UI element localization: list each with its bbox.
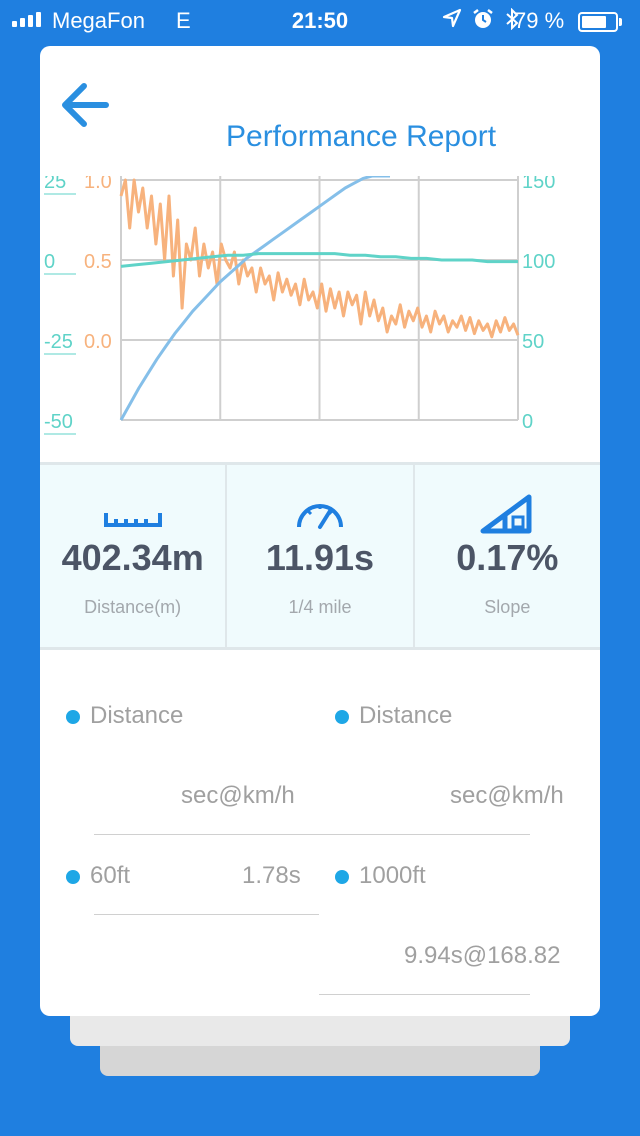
status-time: 21:50 — [291, 8, 349, 33]
left-inner-tick-label: 1.0 — [84, 176, 112, 193]
left-outer-tick-label: -50 — [44, 411, 73, 433]
carrier-name: MegaFon — [52, 8, 145, 33]
status-bar: MegaFon E 21:50 79 % — [0, 0, 640, 42]
splits-table: Distance Distance sec@km/h sec@km/h 60ft… — [40, 646, 600, 1016]
left-outer-tick-label: -25 — [44, 331, 73, 353]
alarm-icon — [473, 9, 493, 28]
split-label-1000ft: 1000ft — [359, 862, 426, 889]
stat-value: 0.17% — [456, 537, 559, 578]
arrow-left-icon — [62, 83, 109, 127]
battery-percentage: 79 % — [514, 8, 565, 33]
back-button[interactable] — [60, 80, 114, 130]
chart-tick-labels: 25 0 -25 -50 1.0 0.5 0.0 150 100 50 0 — [44, 176, 555, 435]
right-tick-label: 150 — [522, 176, 555, 193]
left-outer-tick-label: 0 — [44, 251, 55, 273]
slope-icon — [480, 494, 532, 534]
divider — [94, 914, 319, 915]
series-line-blue — [119, 176, 390, 421]
signal-strength-icon — [12, 12, 41, 27]
bullet-dot — [335, 870, 349, 884]
stat-value: 11.91s — [265, 537, 375, 578]
chart-series — [119, 176, 520, 421]
location-icon — [442, 8, 462, 28]
page-title: Performance Report — [226, 120, 497, 153]
split-value-60ft: 1.78s — [242, 862, 301, 889]
speedometer-icon — [296, 504, 343, 529]
right-tick-label: 100 — [522, 251, 555, 273]
series-line-teal — [120, 252, 518, 268]
left-unit-label: sec@km/h — [181, 782, 295, 809]
split-label-60ft: 60ft — [90, 862, 131, 889]
battery-icon — [578, 12, 622, 32]
ruler-icon — [103, 513, 162, 527]
right-tick-label: 0 — [522, 411, 533, 433]
bullet-dot — [66, 870, 80, 884]
right-column-header: Distance — [359, 702, 453, 729]
right-unit-label: sec@km/h — [450, 782, 564, 809]
left-inner-tick-label: 0.0 — [84, 331, 112, 353]
divider — [94, 834, 530, 835]
bluetooth-icon — [506, 8, 519, 30]
stat-label: Slope — [484, 597, 531, 617]
left-column-header: Distance — [90, 702, 184, 729]
split-value-1000ft: 9.94s@168.82 — [404, 942, 561, 969]
right-tick-label: 50 — [522, 331, 544, 353]
divider — [319, 994, 530, 995]
performance-chart: 25 0 -25 -50 1.0 0.5 0.0 150 100 50 0 — [44, 176, 555, 435]
bullet-dot — [335, 710, 349, 724]
series-line-orange — [119, 178, 520, 339]
performance-report-card: Performance Report 25 0 -25 -50 1.0 0.5 0.0 150… — [40, 46, 600, 1016]
stat-quarter-mile: 11.91s 1/4 mile — [225, 465, 412, 647]
stats-panel: 402.34m Distance(m) 11.91s 1/4 mile — [40, 462, 600, 650]
stat-distance: 402.34m Distance(m) — [40, 465, 225, 647]
left-inner-tick-label: 0.5 — [84, 251, 112, 273]
left-outer-tick-label: 25 — [44, 176, 66, 193]
stat-value: 402.34m — [61, 537, 204, 578]
network-type: E — [176, 8, 191, 33]
bullet-dot — [66, 710, 80, 724]
stat-slope: 0.17% Slope — [412, 465, 600, 647]
stat-label: 1/4 mile — [288, 597, 352, 617]
stat-label: Distance(m) — [84, 597, 182, 617]
